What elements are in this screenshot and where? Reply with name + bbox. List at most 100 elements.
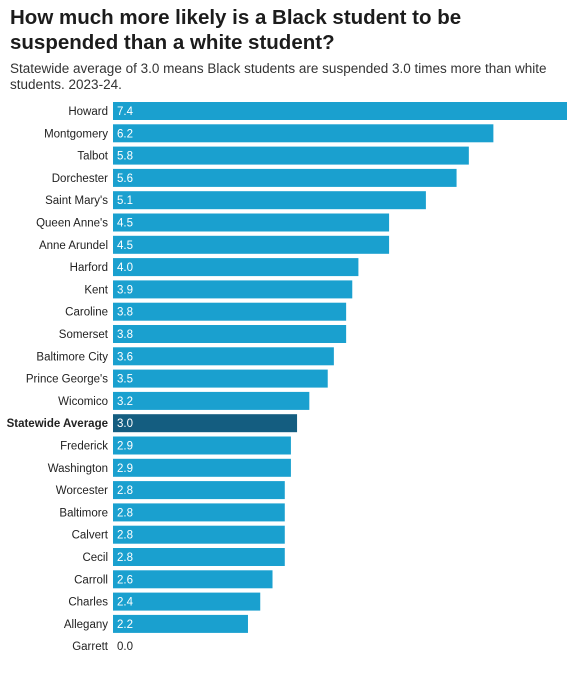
bar-row: Montgomery 6.2 [44, 124, 494, 143]
category-label: Howard [68, 106, 108, 118]
bar [113, 436, 291, 455]
data-label: 3.6 [117, 351, 133, 363]
data-label: 2.6 [117, 574, 133, 586]
bar [113, 168, 457, 187]
category-label: Statewide Average [7, 418, 108, 430]
category-label: Harford [70, 262, 108, 274]
bar-row: Baltimore 2.8 [59, 503, 285, 522]
data-label: 0.0 [117, 641, 133, 653]
chart-subtitle: Statewide average of 3.0 means Black stu… [10, 61, 547, 92]
category-label: Cecil [82, 552, 108, 564]
chart-title: How much more likely is a Black student … [10, 6, 462, 54]
data-label: 2.2 [117, 619, 133, 631]
bar-row: Harford 4.0 [70, 258, 359, 277]
bar-row: Frederick 2.9 [60, 436, 291, 455]
bar-row: Allegany 2.2 [64, 614, 248, 633]
data-label: 4.5 [117, 218, 133, 230]
bar-row: Wicomico 3.2 [58, 391, 310, 410]
data-label: 5.1 [117, 195, 133, 207]
bar [113, 102, 567, 120]
data-label: 2.8 [117, 507, 133, 519]
data-label: 5.8 [117, 151, 133, 163]
category-label: Calvert [72, 530, 109, 542]
category-label: Worcester [56, 485, 108, 497]
bar [113, 525, 285, 544]
data-label: 4.0 [117, 262, 133, 274]
data-label: 7.4 [117, 106, 134, 118]
bar [113, 592, 261, 611]
category-label: Charles [68, 597, 108, 609]
bar-row: Howard 7.4 [68, 102, 567, 120]
data-label: 2.8 [117, 485, 133, 497]
category-label: Allegany [64, 619, 108, 631]
bar [113, 213, 390, 232]
data-label: 5.6 [117, 173, 133, 185]
category-label: Dorchester [52, 173, 108, 185]
category-label: Baltimore [59, 507, 108, 519]
data-label: 3.0 [117, 418, 133, 430]
bar-row: Kent 3.9 [84, 280, 353, 299]
bar [113, 124, 494, 143]
data-label: 6.2 [117, 128, 133, 140]
data-label: 2.9 [117, 463, 133, 475]
category-label: Somerset [59, 329, 109, 341]
bar-row: Caroline 3.8 [65, 302, 347, 321]
data-label: 4.5 [117, 240, 133, 252]
category-label: Wicomico [58, 396, 108, 408]
category-label: Washington [48, 463, 108, 475]
category-label: Talbot [77, 151, 108, 163]
bar [113, 369, 328, 388]
category-label: Prince George's [26, 374, 108, 386]
data-label: 3.9 [117, 284, 133, 296]
bar [113, 548, 285, 566]
bar [113, 503, 285, 522]
bar [113, 481, 285, 500]
data-label: 3.2 [117, 396, 133, 408]
category-label: Frederick [60, 441, 108, 453]
category-label: Carroll [74, 574, 108, 586]
data-label: 2.8 [117, 530, 133, 542]
bar [113, 146, 469, 165]
bar-row: Saint Mary's 5.1 [45, 191, 426, 210]
bar-row: Cecil 2.8 [82, 548, 285, 566]
category-label: Saint Mary's [45, 195, 108, 207]
bar-row: Calvert 2.8 [72, 525, 285, 544]
category-label: Montgomery [44, 128, 108, 140]
data-label: 2.9 [117, 441, 133, 453]
bar-row: Washington 2.9 [48, 458, 291, 477]
category-label: Baltimore City [36, 351, 108, 363]
bar-row: Baltimore City 3.6 [36, 347, 334, 366]
bar-row: Worcester 2.8 [56, 481, 285, 500]
bar [113, 302, 347, 321]
data-label: 2.8 [117, 552, 133, 564]
bar [113, 614, 248, 633]
category-label: Anne Arundel [39, 240, 108, 252]
bar-row: Carroll 2.6 [74, 570, 273, 589]
data-label: 2.4 [117, 597, 134, 609]
data-label: 3.8 [117, 329, 133, 341]
category-label: Kent [84, 284, 108, 296]
data-label: 3.5 [117, 374, 133, 386]
bar [113, 280, 353, 299]
category-label: Queen Anne's [36, 218, 108, 230]
bar-row: Prince George's 3.5 [26, 369, 328, 388]
bar [113, 235, 390, 254]
bar-row: Statewide Average 3.0 [7, 414, 298, 433]
category-label: Caroline [65, 307, 108, 319]
bar-row: Dorchester 5.6 [52, 168, 457, 187]
category-label: Garrett [72, 641, 109, 653]
bar-row: Charles 2.4 [68, 592, 261, 611]
bar-row: Queen Anne's 4.5 [36, 213, 390, 232]
bar-row: Talbot 5.8 [77, 146, 469, 165]
bar [113, 458, 291, 477]
bar [113, 570, 273, 589]
bar-row: Garrett 0.0 [72, 641, 133, 653]
bar-highlight [113, 414, 298, 433]
bar-row: Anne Arundel 4.5 [39, 235, 390, 254]
bar [113, 391, 310, 410]
bar-row: Somerset 3.8 [59, 325, 347, 343]
data-label: 3.8 [117, 307, 133, 319]
bar [113, 347, 334, 366]
bar [113, 258, 359, 277]
